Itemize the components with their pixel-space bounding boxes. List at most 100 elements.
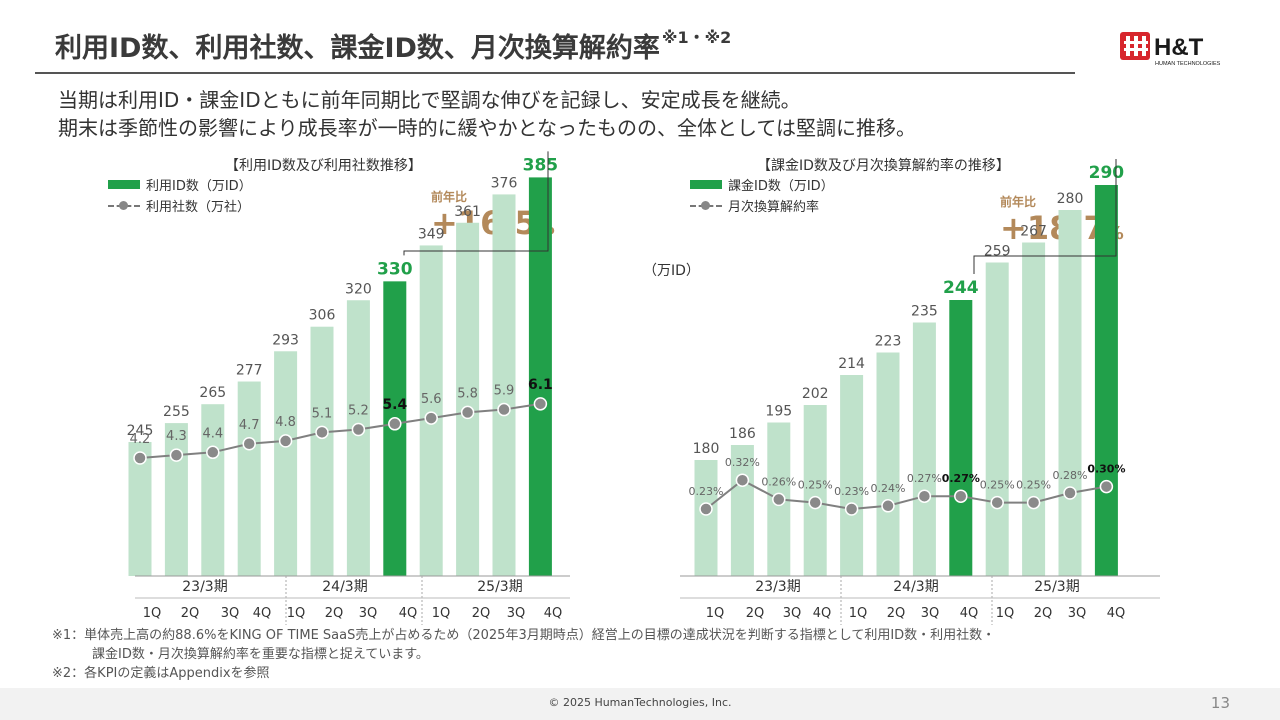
group-label: 23/3期 [182,579,227,595]
page-number: 13 [1211,694,1230,712]
line-point [498,404,510,416]
bar [1022,243,1045,577]
line-point [243,438,255,450]
quarter-tick-label: 2Q [325,606,344,621]
line-value-label: 5.8 [457,386,478,401]
bar-value-label: 290 [1089,163,1125,183]
line-point [882,500,894,512]
quarter-tick-label: 3Q [1068,606,1087,621]
line-point [462,406,474,418]
quarter-tick-label: 2Q [472,606,491,621]
line-point [809,497,821,509]
line-value-label: 0.23% [689,485,724,498]
line-value-label: 5.4 [382,397,407,413]
bar-value-label: 280 [1057,191,1084,207]
bar-value-label: 265 [199,385,226,401]
line-point [352,424,364,436]
line-point [134,452,146,464]
bar-value-label: 361 [454,204,481,220]
line-point [918,490,930,502]
bar-value-label: 306 [309,308,336,324]
bar-value-label: 235 [911,304,938,320]
line-point [425,412,437,424]
line-value-label: 0.26% [761,475,796,488]
line-value-label: 0.23% [834,485,869,498]
bar-value-label: 330 [377,259,413,279]
line-point [1100,481,1112,493]
quarter-tick-label: 4Q [1107,606,1126,621]
group-label: 25/3期 [1034,579,1079,595]
bar [238,382,261,576]
quarter-tick-label: 1Q [849,606,868,621]
bar [949,300,972,576]
line-point [316,426,328,438]
quarter-tick-label: 2Q [746,606,765,621]
line-point [773,493,785,505]
line-value-label: 0.25% [798,479,833,492]
footnote-2: ※2：各KPIの定義はAppendixを参照 [52,664,995,683]
bar [347,300,370,576]
bar [311,327,334,576]
bar [840,375,863,576]
bar-value-label: 267 [1020,224,1047,240]
quarter-tick-label: 2Q [1034,606,1053,621]
bar [695,460,718,576]
bar-value-label: 214 [838,356,865,372]
copyright: © 2025 HumanTechnologies, Inc. [0,696,1280,709]
quarter-tick-label: 1Q [432,606,451,621]
bar-value-label: 244 [943,278,979,298]
quarter-tick-label: 3Q [221,606,240,621]
line-point [700,503,712,515]
quarter-tick-label: 1Q [996,606,1015,621]
quarter-tick-label: 2Q [181,606,200,621]
bar [913,323,936,577]
line-point [1028,497,1040,509]
line-value-label: 0.25% [1016,479,1051,492]
line-value-label: 4.7 [239,418,260,433]
bar-value-label: 223 [875,334,902,350]
bar-value-label: 186 [729,426,756,442]
line-value-label: 0.28% [1053,469,1088,482]
line-point [389,418,401,430]
quarter-tick-label: 3Q [921,606,940,621]
line-value-label: 5.6 [421,392,442,407]
line-value-label: 5.9 [494,384,515,399]
quarter-tick-label: 1Q [143,606,162,621]
footnote-1-cont: 課金ID数・月次換算解約率を重要な指標と捉えています。 [52,645,995,664]
footnotes: ※1：単体売上高の約88.6%をKING OF TIME SaaS売上が占めるた… [52,626,995,683]
bar-value-label: 180 [693,441,720,457]
bar-value-label: 255 [163,404,190,420]
line-value-label: 0.32% [725,456,760,469]
line-value-label: 0.30% [1087,463,1125,476]
line-point [1064,487,1076,499]
bar-value-label: 320 [345,281,372,297]
bar [1059,210,1082,576]
line-point [955,490,967,502]
line-value-label: 0.27% [942,472,980,485]
line-point [991,497,1003,509]
line-value-label: 5.2 [348,404,369,419]
footnote-1: ※1：単体売上高の約88.6%をKING OF TIME SaaS売上が占めるた… [52,626,995,645]
group-label: 25/3期 [477,579,522,595]
bar-value-label: 259 [984,244,1011,260]
bar-value-label: 349 [418,226,445,242]
quarter-tick-label: 3Q [359,606,378,621]
line-value-label: 5.1 [312,406,333,421]
line-value-label: 0.24% [871,482,906,495]
line-point [207,446,219,458]
line-value-label: 0.27% [907,472,942,485]
quarter-tick-label: 4Q [813,606,832,621]
quarter-tick-label: 4Q [253,606,272,621]
group-label: 23/3期 [755,579,800,595]
quarter-tick-label: 4Q [544,606,563,621]
line-value-label: 4.2 [130,432,151,447]
bar-value-label: 202 [802,386,829,402]
line-point [280,435,292,447]
quarter-tick-label: 1Q [706,606,725,621]
line-value-label: 4.3 [166,429,187,444]
bar [274,351,297,576]
quarter-tick-label: 1Q [287,606,306,621]
line-point [736,474,748,486]
quarter-tick-label: 4Q [399,606,418,621]
bar-value-label: 376 [491,175,518,191]
